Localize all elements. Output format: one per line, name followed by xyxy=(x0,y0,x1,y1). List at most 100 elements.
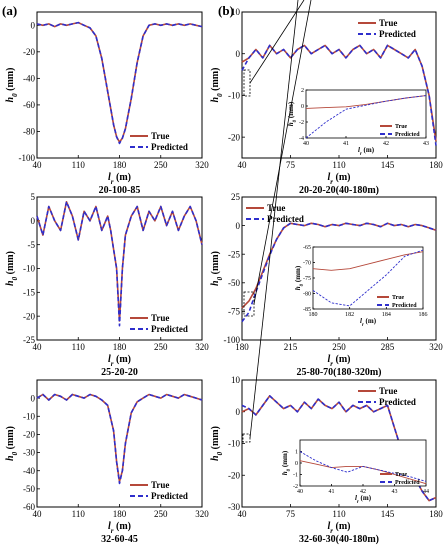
x-tick-label: 110 xyxy=(72,342,86,352)
legend-true-label: True xyxy=(379,386,397,396)
inset-y-tick-label: 2 xyxy=(301,88,304,94)
panel-caption: 25-80-70(180-320m) xyxy=(297,367,382,378)
y-tick-label: -10 xyxy=(228,91,240,101)
x-tick-label: 320 xyxy=(195,509,209,519)
inset-y-tick-label: -70 xyxy=(303,261,311,267)
y-tick-label: 0 xyxy=(31,216,36,226)
column-label-b: (b) xyxy=(218,3,234,18)
inset-x-tick-label: 43 xyxy=(392,489,398,495)
x-tick-label: 250 xyxy=(154,342,168,352)
y-tick-label: -15 xyxy=(23,287,35,297)
x-tick-label: 75 xyxy=(286,160,296,170)
inset-series-line-pred xyxy=(305,95,427,139)
inset-y-tick-label: 0 xyxy=(301,104,304,110)
x-tick-label: 285 xyxy=(381,342,395,352)
x-tick-label: 110 xyxy=(332,160,346,170)
inset-x-tick-label: 40 xyxy=(297,489,303,495)
y-tick-label: 0 xyxy=(236,49,241,59)
y-tick-label: 0 xyxy=(31,20,36,30)
y-axis-label: h0 (mm) xyxy=(210,68,224,103)
legend-pred-label: Predicted xyxy=(151,491,188,501)
legend-true-label: True xyxy=(151,313,169,323)
inset-panel: 180 182 184 186 -65 -70 -75 -80 -85 lr (m) h0 (mm)… xyxy=(243,0,428,328)
x-tick-label: 320 xyxy=(429,342,443,352)
inset-y-tick-label: 1 xyxy=(295,450,298,456)
x-tick-label: 75 xyxy=(286,509,296,519)
y-tick-label: 0 xyxy=(31,393,36,403)
x-tick-label: 40 xyxy=(33,342,43,352)
inset-y-tick-label: -85 xyxy=(303,307,311,313)
x-tick-label: 180 xyxy=(113,342,127,352)
inset-legend-true-label: True xyxy=(395,124,408,130)
x-tick-label: 180 xyxy=(429,509,443,519)
inset-series-line-pred xyxy=(299,451,427,482)
inset-y-axis-label: h0 (mm) xyxy=(281,450,292,475)
inset-legend-pred-label: Predicted xyxy=(392,303,417,309)
chart-panel: 40 110 180 250 320 0 -20 -40 -60 -80 -100 lr (m) h0 … xyxy=(5,11,209,196)
x-tick-label: 250 xyxy=(154,160,168,170)
x-tick-label: 145 xyxy=(381,509,395,519)
inset-pointer-arrow xyxy=(253,0,312,305)
series-line-pred xyxy=(241,222,437,323)
inset-x-tick-label: 184 xyxy=(382,312,391,318)
y-tick-label: -30 xyxy=(23,448,35,458)
y-tick-label: 0 xyxy=(236,221,241,231)
y-tick-label: -60 xyxy=(23,100,35,110)
inset-legend-pred-label: Predicted xyxy=(395,480,420,486)
panel-caption: 25-20-20 xyxy=(101,367,138,378)
inset-x-tick-label: 42 xyxy=(383,141,389,147)
y-axis-label: h0 (mm) xyxy=(210,251,224,286)
y-tick-label: -75 xyxy=(228,307,240,317)
inset-legend-pred-label: Predicted xyxy=(395,132,420,138)
x-tick-label: 180 xyxy=(113,509,127,519)
panel-caption: 20-20-20(40-180m) xyxy=(299,185,379,196)
y-tick-label: -40 xyxy=(23,74,35,84)
y-tick-label: -20 xyxy=(228,132,240,142)
x-tick-label: 40 xyxy=(238,509,248,519)
x-tick-label: 320 xyxy=(195,342,209,352)
inset-plot-frame xyxy=(305,89,427,139)
inset-y-tick-label: -2 xyxy=(299,120,304,126)
inset-x-axis-label: lr (m) xyxy=(355,494,372,505)
y-tick-label: -20 xyxy=(23,430,35,440)
legend-true-label: True xyxy=(267,203,285,213)
x-tick-label: 110 xyxy=(72,160,86,170)
plot-frame xyxy=(36,11,203,159)
x-axis-label: lr (m) xyxy=(108,172,131,186)
chart-panel: 40 110 180 250 320 5 0 -5 -10 -15 -20 -25 lr (m) h0 (… xyxy=(5,192,209,378)
inset-plot-frame xyxy=(312,246,424,310)
panel-caption: 32-60-45 xyxy=(101,534,138,545)
x-axis-label: lr (m) xyxy=(327,521,350,535)
inset-pointer-arrow xyxy=(249,0,299,439)
y-tick-label: -30 xyxy=(228,502,240,512)
y-tick-label: -25 xyxy=(228,249,240,259)
plot-frame xyxy=(36,379,203,508)
y-tick-label: 5 xyxy=(31,192,36,202)
y-tick-label: -10 xyxy=(23,264,35,274)
inset-pointer-arrow xyxy=(249,0,305,84)
legend-pred-label: Predicted xyxy=(379,397,416,407)
inset-y-tick-label: -65 xyxy=(303,245,311,251)
series-line-pred xyxy=(36,393,203,485)
x-axis-label: lr (m) xyxy=(108,354,131,368)
y-tick-label: 25 xyxy=(231,192,241,202)
y-tick-label: -50 xyxy=(228,278,240,288)
x-tick-label: 180 xyxy=(235,342,249,352)
inset-x-tick-label: 186 xyxy=(419,312,428,318)
y-axis-label: h0 (mm) xyxy=(5,251,19,286)
x-tick-label: 320 xyxy=(195,160,209,170)
x-axis-label: lr (m) xyxy=(108,521,131,535)
inset-x-axis-label: lr (m) xyxy=(360,317,377,328)
y-tick-label: -20 xyxy=(228,470,240,480)
inset-y-tick-label: -75 xyxy=(303,276,311,282)
series-line-pred xyxy=(241,395,437,502)
inset-x-tick-label: 182 xyxy=(345,312,354,318)
inset-y-tick-label: -80 xyxy=(303,292,311,298)
x-tick-label: 40 xyxy=(238,160,248,170)
x-tick-label: 180 xyxy=(429,160,443,170)
x-tick-label: 40 xyxy=(33,509,43,519)
